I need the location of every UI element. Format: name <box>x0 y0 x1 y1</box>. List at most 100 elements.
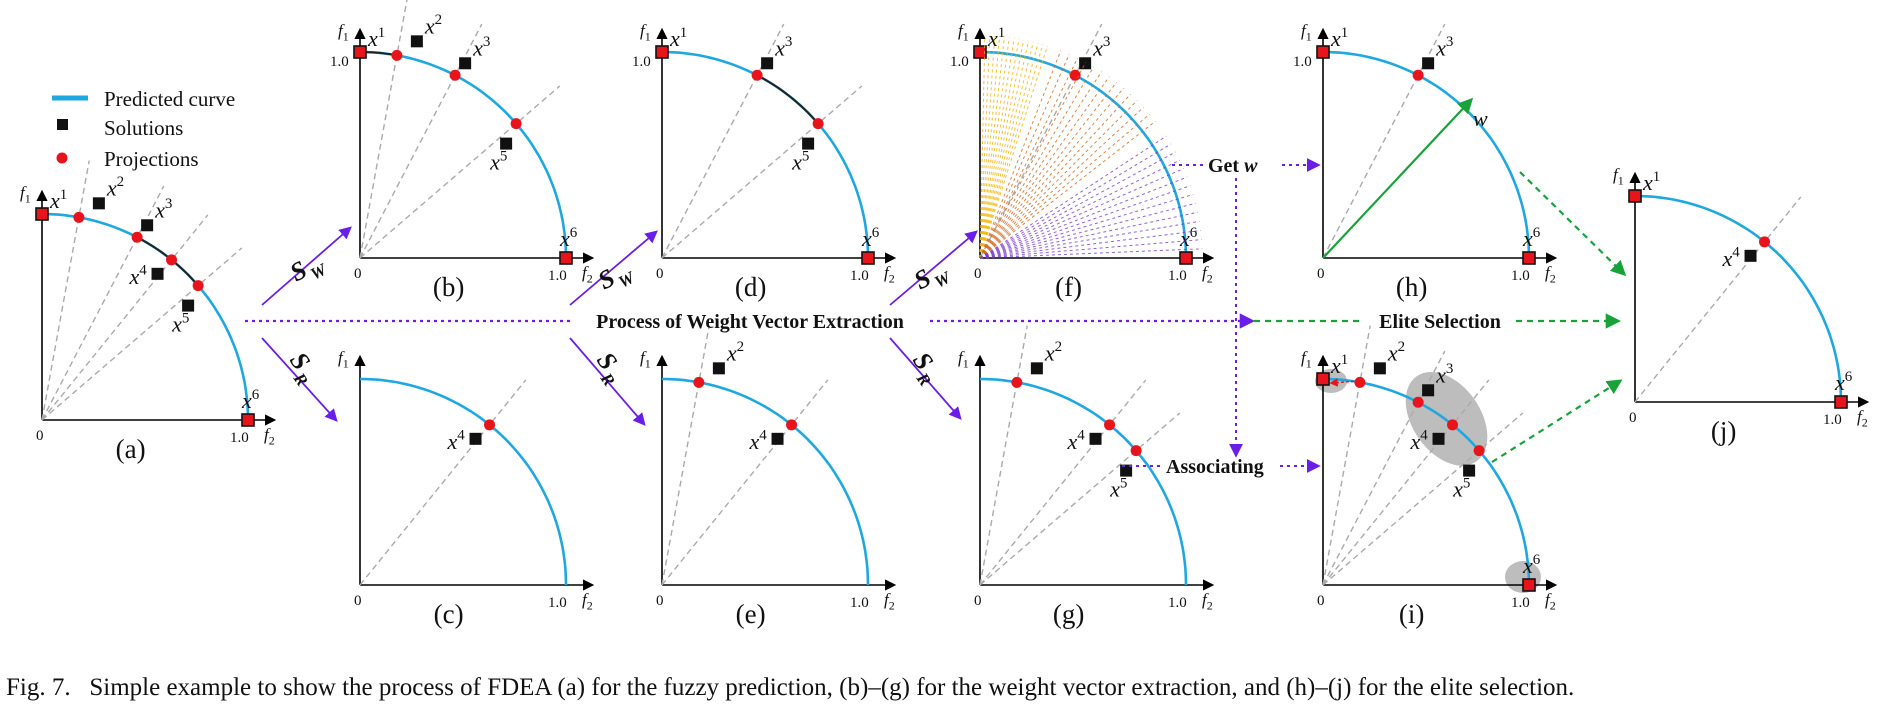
panel-f-region-1-hatch-4 <box>979 36 1001 259</box>
panel-f-endpoint-1 <box>973 45 987 59</box>
panel-d-endpoint-1 <box>655 45 669 59</box>
panel-g-label-x5: x5 <box>1109 475 1127 501</box>
panel-d-one-label: 1.0 <box>850 268 869 284</box>
panel-a-label-x4: x4 <box>129 263 148 289</box>
panels-layer: f1 f2 0 1.0 x2 x3 x4 x5 x1 x6 (a) f1 f2 0 1.0 x2 x3 x5 x1 x… <box>20 0 1870 629</box>
panel-a-guide-2 <box>41 160 90 421</box>
panel-i-guide-4 <box>1322 379 1490 586</box>
panel-i: f1 f2 0 1.0 x2 x3 x4 x5 x1 x6 (i) <box>1301 325 1558 629</box>
panel-j-zero-label: 0 <box>1629 410 1637 426</box>
panel-b-zero-label: 0 <box>354 266 362 282</box>
panel-a-projection-5 <box>192 280 204 292</box>
panel-a: f1 f2 0 1.0 x2 x3 x4 x5 x1 x6 (a) <box>20 160 277 464</box>
panel-g-f2-label: f2 <box>1202 590 1213 612</box>
panel-e-f2-label: f2 <box>884 590 895 612</box>
sw-label-3: S W <box>909 263 955 295</box>
panel-f-f2-label: f2 <box>1202 263 1213 285</box>
panel-i-guide-3 <box>1322 350 1446 586</box>
panel-b: f1 f2 0 1.0 x2 x3 x5 x1 x6 1.0 (b) <box>330 0 595 302</box>
panel-g-one-label: 1.0 <box>1168 595 1187 611</box>
panel-a-label-x5: x5 <box>171 310 189 336</box>
panel-e-f1-label: f1 <box>640 348 651 370</box>
sw-arrow-2 <box>569 230 658 306</box>
panel-c: f1 f2 0 1.0 x4 (c) <box>338 348 595 629</box>
panel-g-projection-4 <box>1104 419 1116 431</box>
panel-h-projection-3 <box>1412 69 1424 81</box>
panel-f-f1-label: f1 <box>958 21 969 43</box>
panel-a-projection-4 <box>166 254 178 266</box>
panel-f-region-3-hatch-6 <box>979 176 1188 259</box>
panel-i-projection-2 <box>1354 376 1366 388</box>
legend-solutions-label: Solutions <box>104 116 183 140</box>
panel-a-solution-2 <box>92 197 105 210</box>
panel-c-solution-4 <box>469 432 482 445</box>
panel-i-label-x2: x2 <box>1387 339 1405 365</box>
sw-arrow-1 <box>261 226 352 306</box>
panel-f-solution-3 <box>1079 57 1092 70</box>
panel-f-region-3-hatch-8 <box>979 193 1194 259</box>
panel-j: f1 f2 0 1.0 x4 x1 x6 (j) <box>1613 165 1870 446</box>
panel-b-projection-2 <box>391 49 403 61</box>
panel-h: f1 f2 0 1.0 x3 x1 x6 1.0 (h) w <box>1293 21 1558 302</box>
panel-j-predicted-curve <box>1634 194 1843 403</box>
panel-f-label-x1: x1 <box>987 25 1005 51</box>
svg-text:S: S <box>593 263 619 295</box>
panel-i-guide-2 <box>1322 325 1371 586</box>
panel-g-solution-2 <box>1030 362 1043 375</box>
associating-label: Associating <box>1166 456 1264 478</box>
panel-f-region-2-hatch-3 <box>979 57 1079 259</box>
panel-i-label-x4: x4 <box>1410 428 1429 454</box>
panel-a-guide-4 <box>41 214 209 421</box>
panel-f-region-1-hatch-12 <box>979 43 1039 259</box>
panel-f-region-3-hatch-7 <box>979 185 1191 259</box>
panel-d: f1 f2 0 1.0 x3 x5 x1 x6 1.0 (d) <box>632 21 897 302</box>
panel-f-region-2-hatch-14 <box>979 120 1156 259</box>
panel-f-region-3-hatch-10 <box>979 211 1198 259</box>
panel-e-caption: (e) <box>736 599 766 629</box>
panel-h-zero-label: 0 <box>1317 266 1325 282</box>
panel-g-projection-5 <box>1130 445 1142 457</box>
panel-f-region-2-hatch-8 <box>979 82 1117 259</box>
elite-label: Elite Selection <box>1379 311 1501 333</box>
panel-b-one-label: 1.0 <box>548 268 567 284</box>
panel-b-label-x2: x2 <box>424 12 442 38</box>
panel-i-projection-3 <box>1412 396 1424 408</box>
panel-h-guide-3 <box>1322 23 1446 259</box>
panel-a-caption: (a) <box>116 434 146 464</box>
panel-f-region-2-hatch-11 <box>979 100 1138 259</box>
panel-d-solution-3 <box>761 57 774 70</box>
panel-a-solution-4 <box>151 267 164 280</box>
panel-j-label-x1: x1 <box>1642 169 1660 195</box>
sr-arrow-1 <box>261 337 338 422</box>
panel-e-solution-4 <box>771 432 784 445</box>
panel-h-label-x3: x3 <box>1435 34 1453 60</box>
panel-g-f1-label: f1 <box>958 348 969 370</box>
panel-f-region-1-hatch-11 <box>979 41 1034 259</box>
panel-f-region-3-hatch-13 <box>979 239 1202 259</box>
panel-b-label-x1: x1 <box>367 25 385 51</box>
panel-f-label-x6: x6 <box>1179 225 1198 251</box>
panel-f-projection-3 <box>1069 69 1081 81</box>
panel-g-guide-2 <box>979 325 1028 586</box>
caption-prefix: Fig. 7. <box>6 674 71 701</box>
panel-a-f2-label: f2 <box>264 425 275 447</box>
panel-e-solution-2 <box>712 362 725 375</box>
panel-f-region-1-hatch-5 <box>979 36 1005 259</box>
panel-f-region-2-hatch-10 <box>979 93 1131 259</box>
panel-a-solution-3 <box>141 219 154 232</box>
panel-e-projection-4 <box>786 419 798 431</box>
panel-b-projection-5 <box>510 118 522 130</box>
panel-d-predicted-curve <box>661 50 870 259</box>
sr-label-3: S R <box>907 347 939 390</box>
panel-d-guide-3 <box>661 23 785 259</box>
panel-a-projection-3 <box>131 231 143 243</box>
panel-f-region-1-hatch-13 <box>979 44 1044 259</box>
panel-a-one-label: 1.0 <box>230 430 249 446</box>
panel-i-label-x1: x1 <box>1330 352 1348 378</box>
panel-i-label-x3: x3 <box>1435 361 1453 387</box>
sr-arrow-3 <box>889 337 962 420</box>
sr-label-2: S R <box>591 347 623 390</box>
panel-e-predicted-curve <box>661 377 870 586</box>
panel-b-projection-3 <box>449 69 461 81</box>
panel-b-solution-3 <box>459 57 472 70</box>
